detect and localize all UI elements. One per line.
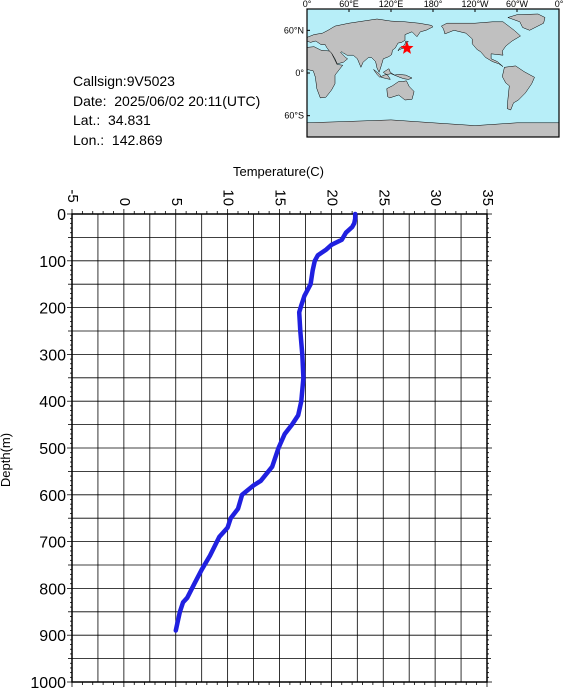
longitude-text: Lon.: 142.869: [73, 131, 163, 148]
y-tick-label: 900: [39, 628, 66, 645]
location-star-icon: [400, 41, 414, 54]
data-point: [297, 310, 302, 315]
north-america-land: [441, 21, 521, 67]
x-tick-label: 25: [375, 189, 392, 206]
data-point: [217, 535, 222, 539]
data-point: [181, 600, 185, 605]
x-tick-label: 15: [272, 189, 289, 206]
date-text: Date: 2025/06/02 20:11(UTC): [73, 92, 261, 109]
data-point: [282, 432, 287, 436]
station-info: Callsign:9V5023 Date: 2025/06/02 20:11(U…: [73, 72, 260, 150]
south-america-land: [502, 65, 535, 111]
data-point: [185, 596, 189, 600]
data-point: [310, 268, 315, 272]
latitude-text: Lat.: 34.831: [73, 112, 151, 128]
data-point: [199, 567, 204, 572]
map-lon-label: 60°E: [339, 0, 359, 9]
x-axis-title: Temperature(C): [233, 164, 324, 179]
data-point: [329, 243, 334, 247]
y-tick-label: 700: [39, 535, 66, 552]
y-tick-label: 400: [39, 394, 66, 411]
map-lat-label: 60°S: [284, 111, 304, 121]
callsign-text: Callsign:9V5023: [73, 73, 175, 89]
data-point: [302, 294, 307, 298]
x-tick-label: 0: [116, 198, 133, 206]
y-tick-label: 300: [39, 347, 66, 364]
data-point: [313, 259, 317, 263]
y-tick-label: 0: [57, 207, 66, 224]
x-tick-label: 30: [427, 189, 444, 206]
y-tick-label: 200: [39, 301, 66, 318]
data-point: [208, 553, 212, 558]
map-lon-label: 120°W: [461, 0, 489, 9]
y-tick-label: 500: [39, 441, 66, 458]
y-tick-label: 800: [39, 581, 66, 598]
data-point: [352, 221, 357, 226]
data-point: [270, 464, 275, 469]
temperature-depth-chart: -5 0 5 10 15 20 25 30 35 0 100 200 300 400 500 600 700 80…: [0, 164, 496, 690]
location-map: 0° 60°E 120°E 180° 120°W 60°W 0° 60°N 0° 60°S: [284, 0, 564, 138]
data-point: [296, 413, 301, 418]
data-point: [353, 216, 358, 221]
x-tick-label: 20: [323, 189, 340, 206]
map-lat-label: 60°N: [284, 25, 304, 35]
map-lon-label: 0°: [555, 0, 564, 9]
greenland-land: [507, 13, 546, 31]
x-tick-label: -5: [64, 189, 81, 202]
data-point: [308, 282, 313, 286]
data-point: [174, 628, 178, 633]
data-point: [290, 422, 294, 427]
indonesia-land: [373, 68, 413, 80]
map-lon-label: 60°W: [506, 0, 529, 9]
data-point: [236, 507, 240, 511]
data-point: [324, 247, 329, 252]
y-tick-label: 1000: [30, 675, 66, 690]
data-point: [340, 237, 344, 242]
data-point: [259, 479, 263, 483]
data-point: [251, 483, 256, 488]
data-point: [240, 493, 244, 497]
data-point: [192, 581, 197, 586]
data-point: [350, 225, 354, 229]
data-point: [178, 610, 182, 614]
temperature-profile-line: [173, 211, 358, 633]
data-point: [344, 230, 348, 235]
y-tick-label: 600: [39, 488, 66, 505]
map-lon-label: 120°E: [379, 0, 404, 9]
data-point: [299, 399, 304, 403]
data-point: [301, 376, 306, 380]
data-point: [176, 619, 180, 623]
map-lon-label: 0°: [303, 0, 312, 9]
data-point: [353, 212, 358, 216]
data-point: [316, 253, 320, 257]
data-point: [276, 446, 281, 450]
africa-land: [306, 46, 344, 99]
data-point: [300, 352, 305, 357]
y-axis-title: Depth(m): [0, 433, 13, 487]
australia-land: [386, 80, 415, 101]
data-point: [298, 329, 303, 333]
data-point: [225, 525, 230, 530]
map-lon-label: 180°: [424, 0, 443, 9]
map-lat-label: 0°: [295, 68, 304, 78]
x-tick-label: 5: [168, 198, 185, 206]
x-tick-label: 35: [479, 189, 496, 206]
y-tick-label: 100: [39, 254, 66, 271]
data-point: [228, 516, 233, 520]
x-tick-label: 10: [220, 189, 237, 206]
data-point: [299, 303, 304, 308]
